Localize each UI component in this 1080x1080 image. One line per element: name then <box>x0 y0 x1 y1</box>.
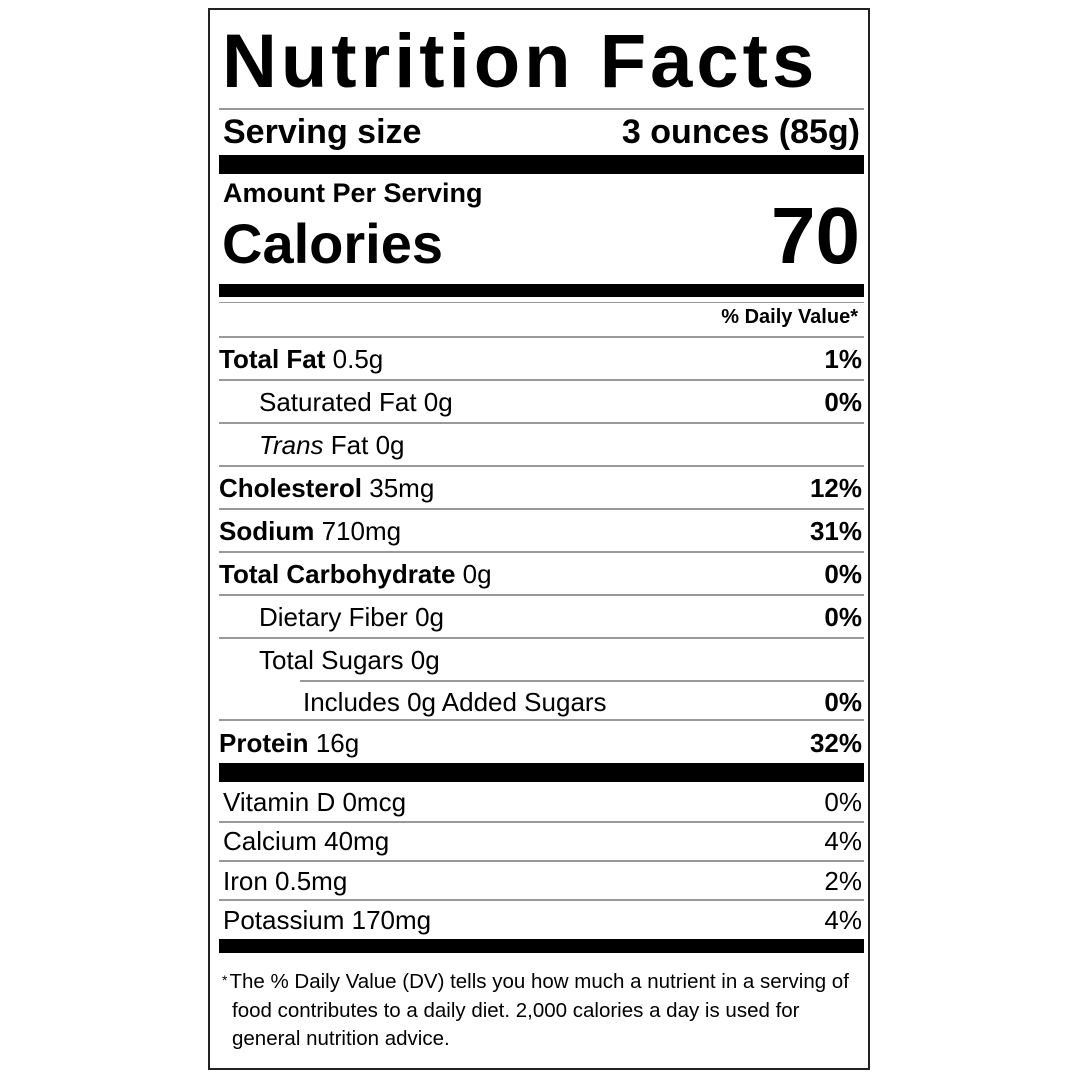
footnote: *The % Daily Value (DV) tells you how mu… <box>220 966 862 1054</box>
nutrient-amount: 0g <box>415 601 444 632</box>
divider <box>219 551 864 553</box>
nutrient-row-trans-fat: Trans Fat 0g <box>219 425 862 465</box>
divider <box>219 465 864 467</box>
nutrient-name-suffix: Fat <box>330 429 369 460</box>
divider <box>300 680 864 682</box>
vitamin-dv: 0% <box>824 786 862 817</box>
vitamin-row-iron: Iron 0.5mg 2% <box>223 861 862 901</box>
nutrient-row-total-sugars: Total Sugars 0g <box>219 640 862 680</box>
daily-value-header: % Daily Value* <box>721 306 858 328</box>
divider <box>219 508 864 510</box>
nutrient-row-cholesterol: Cholesterol 35mg 12% <box>219 468 862 508</box>
nutrient-amount: 710mg <box>321 515 402 546</box>
vitamin-name: Iron 0.5mg <box>223 865 348 896</box>
nutrient-dv: 0% <box>824 686 862 717</box>
nutrient-amount: 35mg <box>369 472 435 503</box>
divider <box>219 379 864 381</box>
label-title: Nutrition Facts <box>222 19 819 104</box>
divider <box>219 302 864 303</box>
nutrient-amount: 16g <box>315 727 360 758</box>
divider <box>219 899 864 901</box>
nutrient-name: Sodium <box>219 515 315 546</box>
nutrient-dv: 31% <box>809 515 862 546</box>
nutrient-row-protein: Protein 16g 32% <box>219 723 862 763</box>
nutrition-facts-label: Nutrition Facts Serving size 3 ounces (8… <box>208 8 870 1070</box>
nutrient-amount: 0g <box>423 386 453 417</box>
footnote-text: The % Daily Value (DV) tells you how muc… <box>229 970 849 1050</box>
serving-size-row: Serving size 3 ounces (85g) <box>223 111 860 153</box>
nutrient-row-total-fat: Total Fat 0.5g 1% <box>219 339 862 379</box>
vitamin-row-calcium: Calcium 40mg 4% <box>223 821 862 861</box>
calories-value: 70 <box>771 191 860 280</box>
nutrient-row-added-sugars: Includes 0g Added Sugars 0% <box>219 682 862 722</box>
divider <box>219 108 864 110</box>
vitamin-dv: 4% <box>824 904 862 935</box>
nutrient-name: Trans <box>259 429 324 460</box>
divider <box>219 594 864 596</box>
serving-size-value: 3 ounces (85g) <box>621 112 860 151</box>
vitamin-name: Calcium 40mg <box>223 825 390 856</box>
nutrient-name: Protein <box>219 727 309 758</box>
nutrient-dv: 1% <box>824 343 862 374</box>
nutrient-row-total-carbohydrate: Total Carbohydrate 0g 0% <box>219 554 862 594</box>
nutrient-name: Total Sugars <box>259 644 404 675</box>
nutrient-row-saturated-fat: Saturated Fat 0g 0% <box>219 382 862 422</box>
nutrient-name: Total Carbohydrate <box>219 558 456 589</box>
vitamin-row-vitamin-d: Vitamin D 0mcg 0% <box>223 782 862 822</box>
thick-divider <box>219 939 864 953</box>
nutrient-name: Includes 0g Added Sugars <box>303 686 607 717</box>
divider <box>219 821 864 823</box>
thick-divider <box>219 155 864 174</box>
nutrient-dv: 0% <box>824 601 862 632</box>
nutrient-name: Cholesterol <box>219 472 363 503</box>
vitamin-row-potassium: Potassium 170mg 4% <box>223 900 862 940</box>
nutrient-amount: 0.5g <box>332 343 384 374</box>
thick-divider <box>219 284 864 297</box>
nutrient-row-dietary-fiber: Dietary Fiber 0g 0% <box>219 597 862 637</box>
nutrient-name: Saturated Fat <box>259 386 417 417</box>
asterisk: * <box>222 972 228 988</box>
nutrient-name: Dietary Fiber <box>259 601 408 632</box>
nutrient-amount: 0g <box>462 558 492 589</box>
nutrient-dv: 0% <box>824 386 862 417</box>
amount-per-serving: Amount Per Serving <box>223 178 483 208</box>
calories-label: Calories <box>222 212 443 275</box>
thick-divider <box>219 763 864 782</box>
divider <box>219 860 864 862</box>
divider <box>219 336 864 338</box>
vitamin-dv: 2% <box>824 865 862 896</box>
nutrient-amount: 0g <box>410 644 440 675</box>
nutrient-row-sodium: Sodium 710mg 31% <box>219 511 862 551</box>
vitamin-name: Potassium 170mg <box>223 904 432 935</box>
vitamin-name: Vitamin D 0mcg <box>223 786 407 817</box>
divider <box>219 719 864 721</box>
vitamin-dv: 4% <box>824 825 862 856</box>
nutrient-name: Total Fat <box>219 343 326 374</box>
nutrient-dv: 0% <box>824 558 862 589</box>
divider <box>219 422 864 424</box>
nutrient-dv: 32% <box>809 727 862 758</box>
nutrient-amount: 0g <box>375 429 405 460</box>
nutrient-dv: 12% <box>809 472 862 503</box>
divider <box>219 637 864 639</box>
serving-size-label: Serving size <box>223 112 422 151</box>
